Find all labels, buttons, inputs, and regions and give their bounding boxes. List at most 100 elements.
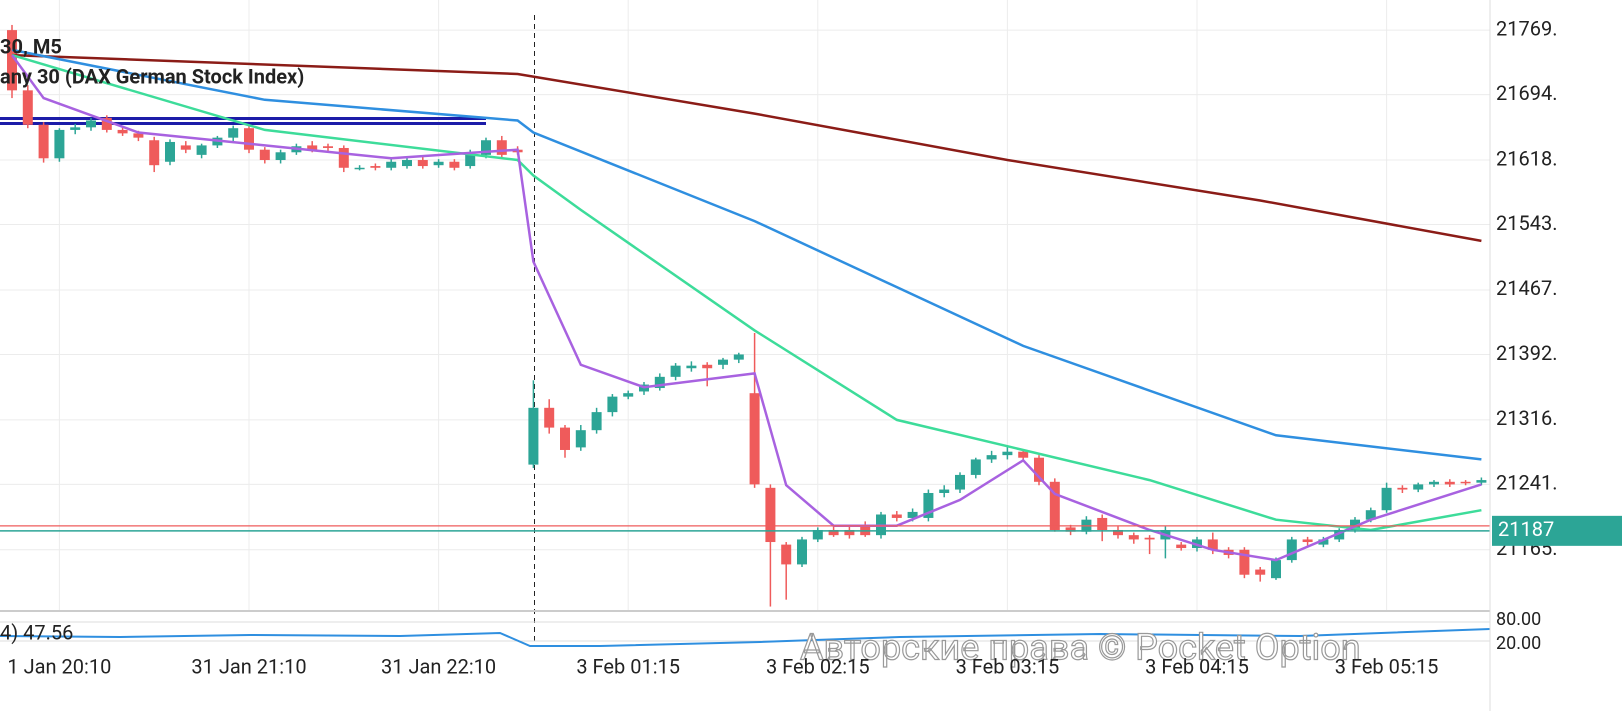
- candle-body: [686, 365, 697, 369]
- x-tick-label: 3 Feb 02:15: [766, 654, 870, 678]
- indicator-tick: 80.00: [1496, 609, 1541, 630]
- candle-body: [307, 145, 318, 150]
- candle-body: [402, 160, 412, 167]
- candle-body: [465, 154, 476, 167]
- x-tick-label: 1 Jan 20:10: [7, 654, 111, 678]
- candle-body: [165, 141, 175, 162]
- candle-body: [338, 147, 349, 168]
- candle-body: [1318, 539, 1329, 545]
- candle-body: [1476, 480, 1487, 483]
- candle-body: [970, 459, 981, 475]
- candle-body: [544, 407, 555, 428]
- candle-body: [1144, 537, 1155, 540]
- watermark: Авторские права © Pocket Option: [800, 627, 1361, 669]
- last-price-tag: [1492, 515, 1622, 546]
- moving-average: [11, 48, 1482, 461]
- candle-body: [670, 365, 681, 377]
- indicator-label: 4) 47.56: [0, 620, 73, 644]
- candle-body: [1350, 519, 1360, 530]
- candle-body: [733, 354, 744, 360]
- candle-body: [591, 412, 602, 431]
- candle-body: [7, 30, 17, 91]
- moving-average: [11, 53, 1482, 243]
- y-tick-label: 21694.: [1496, 81, 1557, 105]
- y-tick-label: 21543.: [1496, 211, 1557, 235]
- candle-body: [923, 492, 934, 518]
- last-price-label: 21187: [1498, 517, 1554, 541]
- candle-body: [1128, 535, 1139, 540]
- candle-body: [323, 146, 333, 148]
- candle-body: [528, 407, 539, 465]
- candle-body: [1444, 481, 1455, 485]
- candle-body: [1381, 487, 1392, 511]
- candle-body: [781, 544, 792, 565]
- candle-body: [718, 359, 728, 365]
- candle-body: [654, 376, 665, 389]
- candle-body: [133, 133, 144, 138]
- candle-body: [481, 140, 491, 155]
- candle-body: [101, 117, 112, 130]
- candle-body: [259, 149, 270, 161]
- candle-body: [1113, 529, 1123, 536]
- candle-body: [1271, 560, 1281, 579]
- candle-body: [1397, 487, 1408, 490]
- candle-body: [1207, 539, 1218, 550]
- candle-body: [1302, 539, 1313, 543]
- candle-body: [891, 514, 902, 518]
- candle-body: [749, 393, 760, 485]
- candle-body: [38, 124, 49, 159]
- candle-body: [86, 120, 96, 128]
- candle-body: [607, 396, 618, 413]
- x-tick-label: 3 Feb 03:15: [956, 654, 1060, 678]
- candle-body: [417, 160, 428, 167]
- y-tick-label: 21316.: [1496, 406, 1557, 430]
- y-tick-label: 21241.: [1496, 471, 1557, 495]
- candle-body: [496, 140, 507, 155]
- candle-body: [1034, 457, 1044, 482]
- y-tick-label: 21618.: [1496, 146, 1557, 170]
- indicator-tick: 20.00: [1496, 633, 1541, 654]
- candle-body: [986, 455, 997, 460]
- x-tick-label: 3 Feb 01:15: [576, 654, 680, 678]
- y-tick-label: 21392.: [1496, 341, 1557, 365]
- candle-body: [702, 364, 713, 369]
- candle-body: [1049, 481, 1060, 530]
- moving-average: [11, 53, 1482, 532]
- candle-body: [1460, 481, 1471, 484]
- candle-body: [1176, 544, 1187, 549]
- candle-body: [907, 511, 918, 518]
- candle-body: [70, 127, 81, 130]
- x-tick-label: 31 Jan 22:10: [381, 654, 496, 678]
- x-tick-label: 3 Feb 04:15: [1145, 654, 1249, 678]
- candle-body: [1365, 510, 1376, 520]
- candle-body: [939, 489, 950, 493]
- moving-average: [10, 54, 1482, 562]
- candle-body: [275, 152, 286, 161]
- candle-body: [828, 529, 839, 536]
- candle-body: [1018, 451, 1029, 458]
- candle-body: [386, 161, 397, 168]
- x-tick-label: 3 Feb 05:15: [1335, 654, 1439, 678]
- candle-body: [623, 393, 634, 397]
- candle-body: [1065, 527, 1076, 532]
- candle-body: [765, 487, 776, 543]
- candle-body: [1255, 569, 1266, 575]
- candle-body: [575, 430, 586, 448]
- candle-body: [1429, 481, 1439, 485]
- candle-body: [797, 539, 807, 565]
- chart-subtitle: any 30 (DAX German Stock Index): [0, 64, 304, 88]
- candle-body: [354, 167, 365, 170]
- candle-body: [1286, 539, 1297, 561]
- grid: [0, 0, 1490, 645]
- y-tick-label: 21467.: [1496, 276, 1557, 300]
- candle-body: [1413, 484, 1424, 490]
- candle-body: [117, 129, 128, 134]
- candle-body: [22, 90, 33, 125]
- candle-body: [370, 166, 381, 168]
- candle-body: [196, 145, 207, 155]
- candle-body: [955, 474, 965, 490]
- chart-title: 30, M5: [0, 34, 62, 58]
- candle-body: [812, 529, 823, 540]
